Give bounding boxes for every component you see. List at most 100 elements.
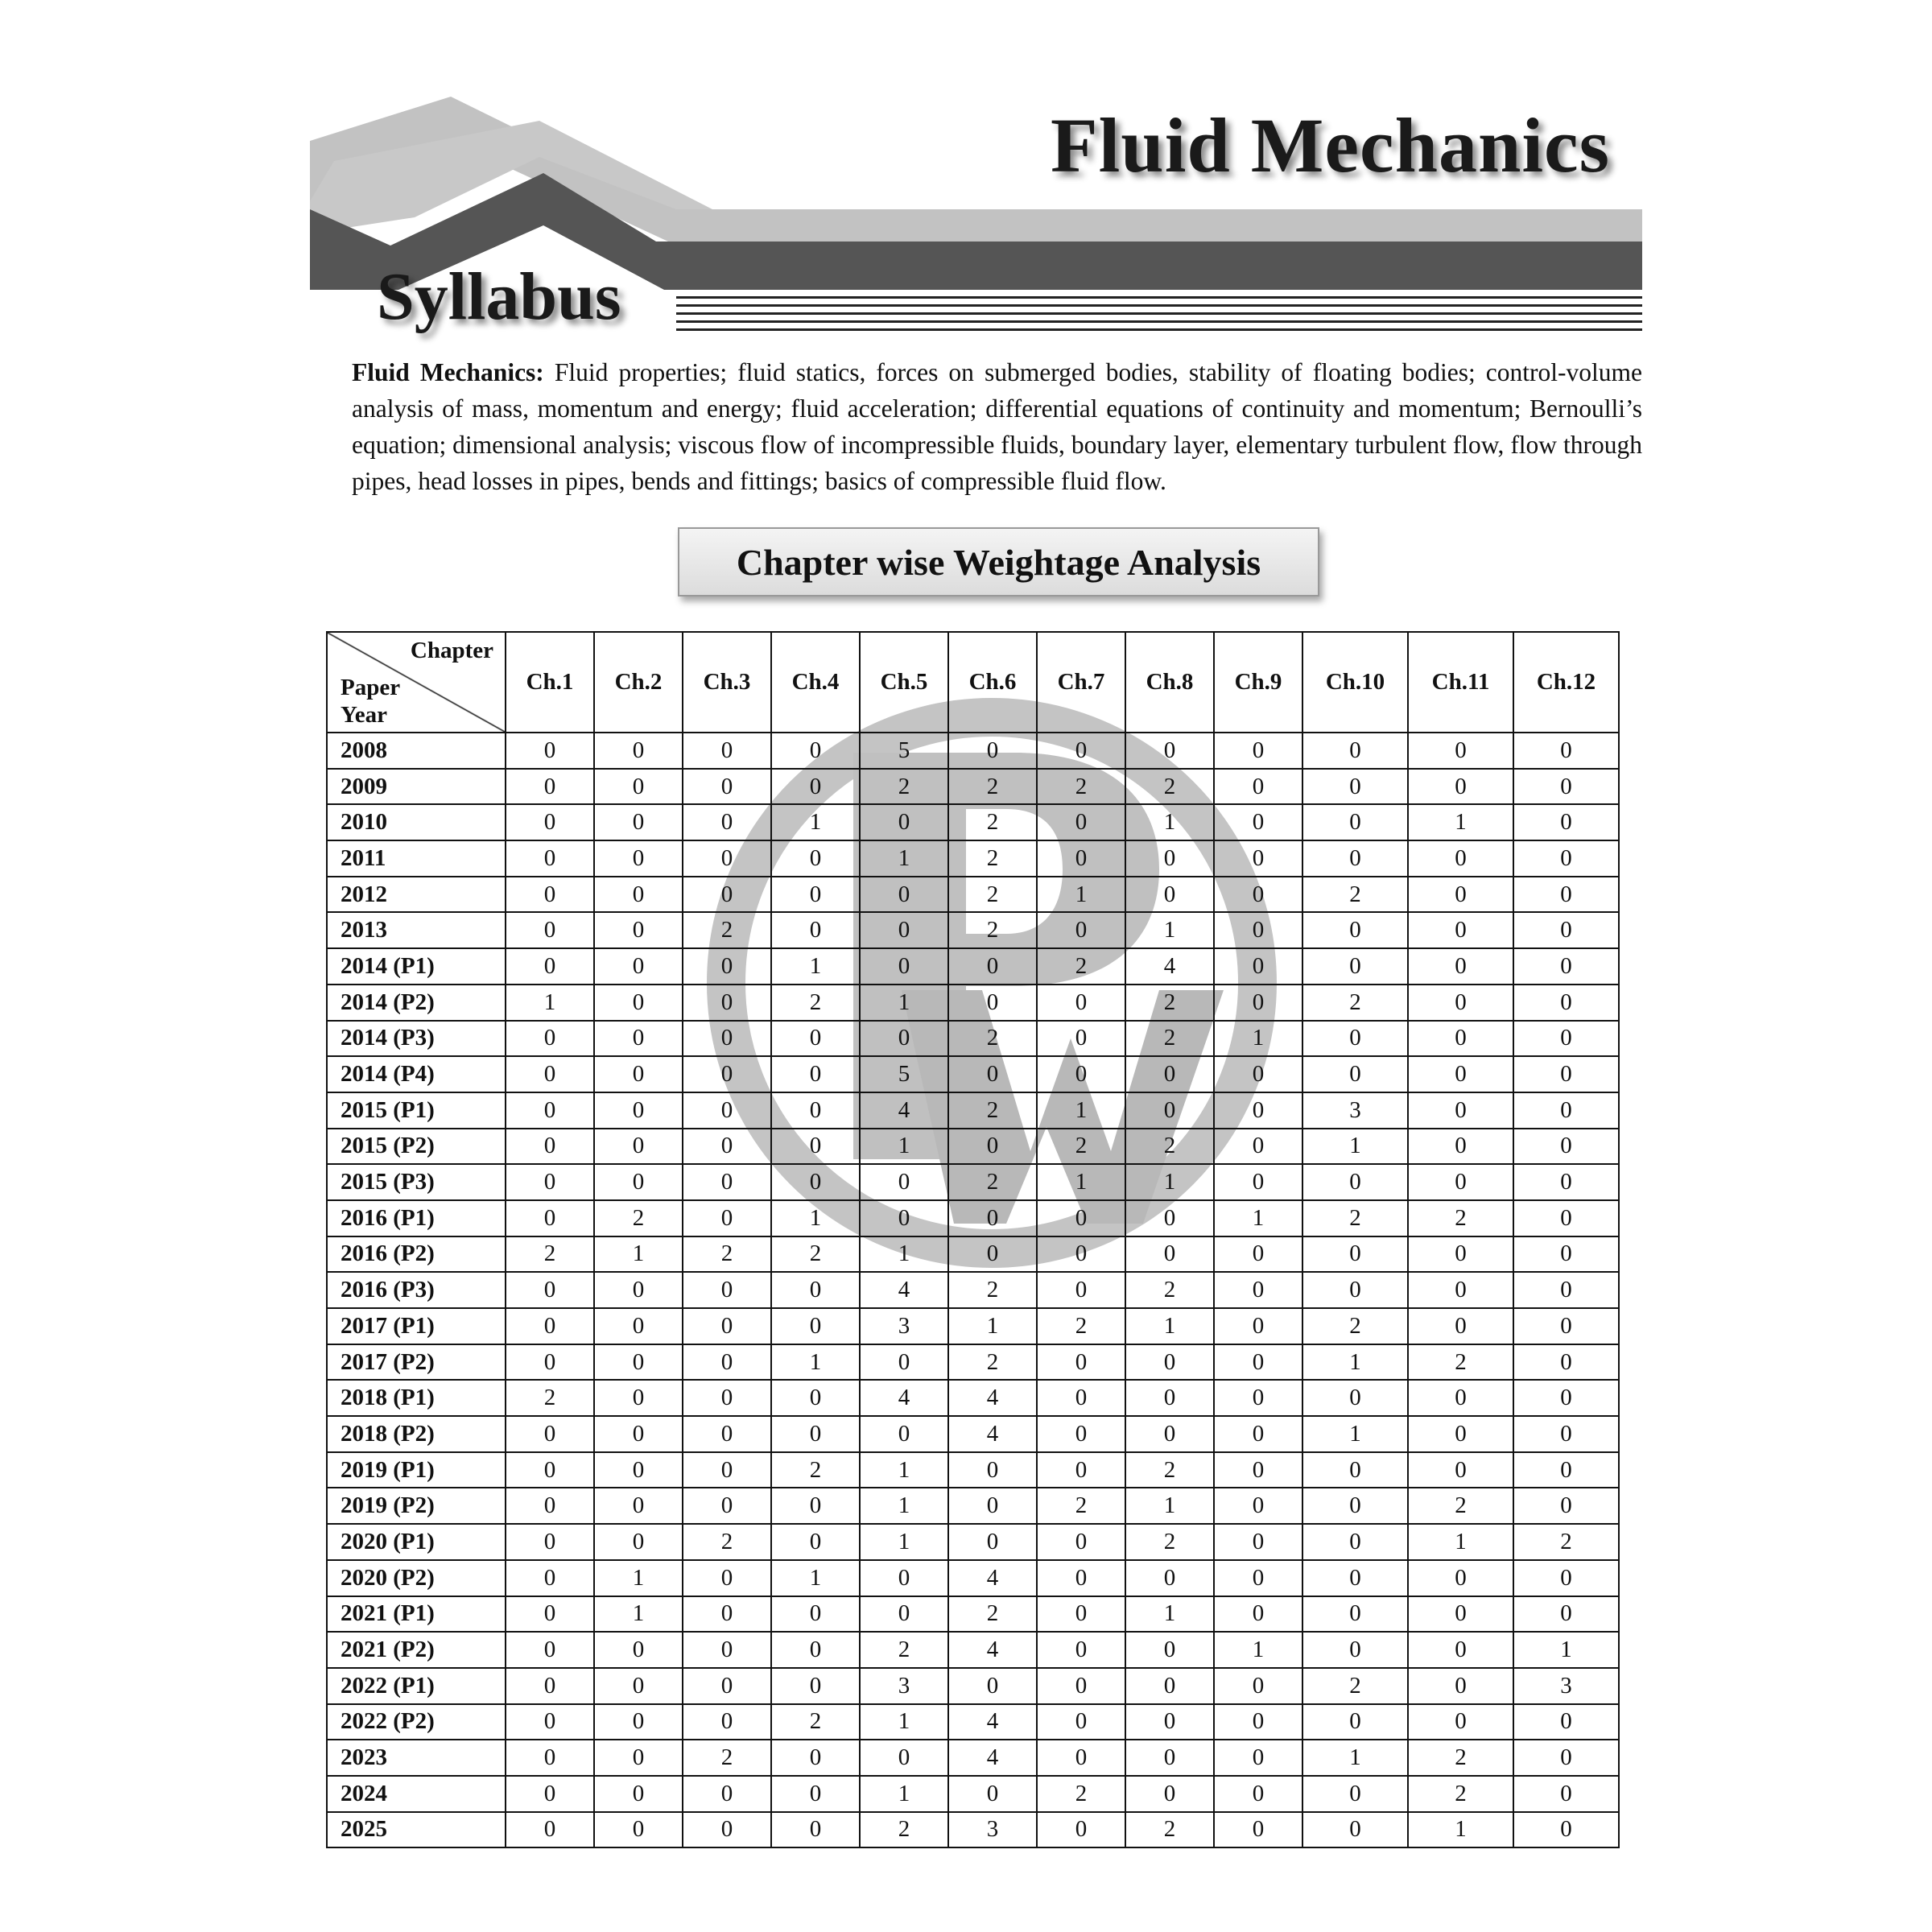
year-cell: 2021 (P2) [326, 1631, 506, 1669]
value-cell: 0 [859, 1163, 949, 1201]
value-cell: 0 [593, 1379, 683, 1418]
value-cell: 0 [1407, 1379, 1514, 1418]
value-cell: 0 [505, 875, 595, 914]
value-cell: 0 [682, 1379, 772, 1418]
value-cell: 2 [1302, 1199, 1409, 1237]
value-cell: 0 [505, 732, 595, 770]
year-cell: 2009 [326, 767, 506, 806]
value-cell: 0 [505, 1451, 595, 1489]
value-cell: 0 [1407, 1451, 1514, 1489]
table-row: 2014 (P2) 1 0 0 2 1 0 0 2 0 2 0 0 [326, 983, 1620, 1022]
table-row: 2012 0 0 0 0 0 2 1 0 0 2 0 0 [326, 875, 1620, 914]
value-cell: 2 [1125, 767, 1215, 806]
value-cell: 0 [1125, 1774, 1215, 1813]
value-cell: 4 [947, 1631, 1038, 1669]
value-cell: 1 [770, 803, 861, 842]
value-cell: 2 [593, 1199, 683, 1237]
value-cell: 0 [770, 1163, 861, 1201]
value-cell: 1 [1036, 1163, 1126, 1201]
value-cell: 2 [947, 1163, 1038, 1201]
year-cell: 2014 (P1) [326, 947, 506, 985]
table-row: 2024 0 0 0 0 1 0 2 0 0 0 2 0 [326, 1774, 1620, 1813]
table-row: 2009 0 0 0 0 2 2 2 2 0 0 0 0 [326, 767, 1620, 806]
value-cell: 0 [1513, 911, 1620, 950]
value-cell: 0 [505, 1019, 595, 1058]
table-row: 2014 (P3) 0 0 0 0 0 2 0 2 1 0 0 0 [326, 1019, 1620, 1058]
value-cell: 0 [770, 1127, 861, 1166]
value-cell: 0 [682, 1271, 772, 1309]
value-cell: 0 [770, 1271, 861, 1309]
value-cell: 0 [505, 1199, 595, 1237]
column-header: Ch.3 [682, 631, 772, 733]
value-cell: 0 [682, 1307, 772, 1345]
value-cell: 0 [859, 1595, 949, 1633]
value-cell: 0 [505, 1091, 595, 1129]
value-cell: 0 [682, 1415, 772, 1453]
value-cell: 4 [947, 1703, 1038, 1741]
value-cell: 0 [1213, 1127, 1303, 1166]
table-row: 2022 (P2) 0 0 0 2 1 4 0 0 0 0 0 0 [326, 1703, 1620, 1741]
table-row: 2010 0 0 0 1 0 2 0 1 0 0 1 0 [326, 803, 1620, 842]
value-cell: 0 [1213, 1235, 1303, 1274]
value-cell: 0 [1213, 1343, 1303, 1381]
value-cell: 0 [1302, 1487, 1409, 1525]
value-cell: 0 [770, 840, 861, 877]
value-cell: 2 [1036, 947, 1126, 985]
value-cell: 0 [1036, 732, 1126, 770]
value-cell: 0 [1302, 1631, 1409, 1669]
value-cell: 1 [593, 1595, 683, 1633]
value-cell: 0 [505, 1055, 595, 1093]
value-cell: 0 [505, 1774, 595, 1813]
value-cell: 0 [1125, 1415, 1215, 1453]
value-cell: 0 [770, 732, 861, 770]
value-cell: 0 [1407, 1703, 1514, 1741]
table-row: 2020 (P2) 0 1 0 1 0 4 0 0 0 0 0 0 [326, 1558, 1620, 1597]
value-cell: 1 [1125, 803, 1215, 842]
value-cell: 2 [947, 875, 1038, 914]
value-cell: 0 [1513, 1739, 1620, 1777]
year-cell: 2014 (P3) [326, 1019, 506, 1058]
value-cell: 0 [770, 1774, 861, 1813]
value-cell: 0 [682, 1487, 772, 1525]
value-cell: 0 [1407, 1595, 1514, 1633]
value-cell: 4 [859, 1091, 949, 1129]
value-cell: 0 [682, 767, 772, 806]
value-cell: 0 [1213, 1774, 1303, 1813]
value-cell: 0 [505, 1810, 595, 1849]
value-cell: 0 [1302, 732, 1409, 770]
value-cell: 0 [1125, 1379, 1215, 1418]
value-cell: 0 [593, 983, 683, 1022]
value-cell: 0 [1213, 911, 1303, 950]
value-cell: 0 [682, 1810, 772, 1849]
value-cell: 2 [1036, 1307, 1126, 1345]
table-row: 2014 (P1) 0 0 0 1 0 0 2 4 0 0 0 0 [326, 947, 1620, 985]
value-cell: 0 [1125, 875, 1215, 914]
value-cell: 0 [593, 1415, 683, 1453]
year-cell: 2017 (P2) [326, 1343, 506, 1381]
value-cell: 1 [505, 983, 595, 1022]
value-cell: 0 [1036, 1019, 1126, 1058]
value-cell: 2 [859, 1631, 949, 1669]
value-cell: 0 [1213, 1163, 1303, 1201]
value-cell: 0 [1513, 1019, 1620, 1058]
value-cell: 0 [1213, 1271, 1303, 1309]
value-cell: 0 [770, 1595, 861, 1633]
value-cell: 0 [859, 947, 949, 985]
value-cell: 0 [1407, 1055, 1514, 1093]
value-cell: 0 [505, 1415, 595, 1453]
value-cell: 0 [1302, 1163, 1409, 1201]
value-cell: 0 [1125, 1739, 1215, 1777]
year-cell: 2018 (P1) [326, 1379, 506, 1418]
year-cell: 2019 (P2) [326, 1487, 506, 1525]
value-cell: 1 [859, 1523, 949, 1561]
value-cell: 0 [770, 767, 861, 806]
value-cell: 0 [1513, 1703, 1620, 1741]
value-cell: 0 [859, 1343, 949, 1381]
column-header: Ch.9 [1213, 631, 1303, 733]
value-cell: 0 [1036, 803, 1126, 842]
value-cell: 0 [1125, 1703, 1215, 1741]
year-cell: 2016 (P2) [326, 1235, 506, 1274]
value-cell: 0 [770, 1810, 861, 1849]
value-cell: 0 [593, 732, 683, 770]
value-cell: 1 [1407, 803, 1514, 842]
